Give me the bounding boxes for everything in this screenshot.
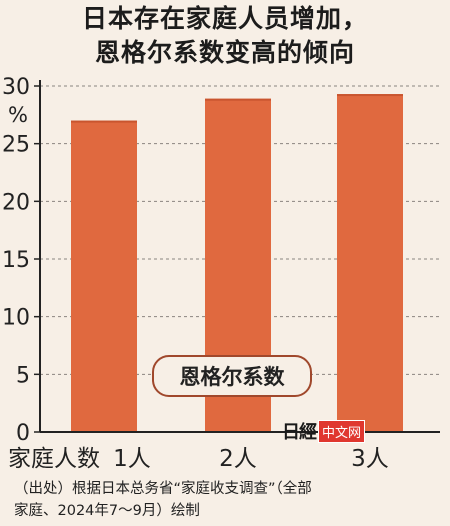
x-tick-label: 3人: [351, 446, 389, 472]
bar-top-edge: [337, 94, 403, 97]
x-axis-label: 家庭人数: [8, 446, 100, 472]
bar-top-edge: [205, 98, 271, 101]
logo-mark: 日經: [282, 422, 317, 443]
title-line-2: 恩格尔系数变高的倾向: [94, 38, 355, 67]
source-line-1: （出处）根据日本总务省“家庭收支调查”（全部: [14, 481, 312, 497]
y-axis-unit: %: [8, 103, 28, 127]
y-tick-label: 10: [2, 306, 30, 331]
series-label-box: [152, 355, 312, 397]
chart-title: 日本存在家庭人员增加， 恩格尔系数变高的倾向: [0, 2, 450, 70]
y-tick-label: 15: [2, 248, 30, 273]
y-tick-label: 30: [2, 75, 30, 100]
nikkei-logo: 日經 中文网: [282, 419, 366, 443]
bar: [71, 120, 137, 432]
bar-chart: 0 5 10 15 20 25 30% 家庭人数 1人 2人 3人 恩格尔系数: [2, 75, 440, 472]
bar: [337, 94, 403, 432]
y-tick-label: 0: [16, 421, 30, 446]
y-tick-label: 20: [2, 190, 30, 215]
bar-top-edge: [71, 120, 137, 123]
x-tick-label: 2人: [219, 446, 257, 472]
source-note: （出处）根据日本总务省“家庭收支调查”（全部 家庭、2024年7〜9月）绘制: [14, 478, 444, 522]
series-label: 恩格尔系数: [180, 365, 286, 389]
title-line-1: 日本存在家庭人员增加，: [81, 4, 368, 33]
y-tick-label: 5: [16, 363, 30, 388]
source-line-2: 家庭、2024年7〜9月）绘制: [14, 503, 200, 519]
y-tick-label: 25: [2, 133, 30, 158]
logo-cn: 中文网: [318, 419, 366, 443]
x-tick-label: 1人: [113, 446, 151, 472]
